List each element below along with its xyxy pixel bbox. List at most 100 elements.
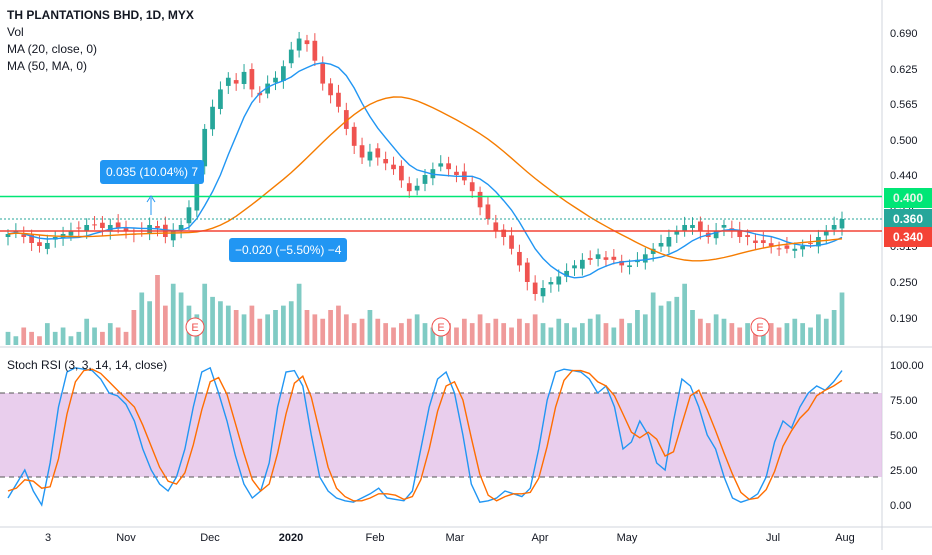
volume-bar bbox=[713, 314, 719, 345]
measure-up-label[interactable]: 0.035 (10.04%) 7 bbox=[100, 160, 205, 184]
volume-bar bbox=[619, 318, 625, 345]
candle-body bbox=[328, 83, 333, 96]
volume-bar bbox=[753, 327, 758, 345]
candle-body bbox=[745, 235, 750, 237]
volume-bar bbox=[627, 323, 632, 345]
volume-bar bbox=[359, 318, 365, 345]
candle-body bbox=[44, 243, 50, 249]
volume-bar bbox=[320, 318, 326, 345]
candle-body bbox=[406, 183, 412, 192]
candle-body bbox=[399, 165, 404, 181]
candle-body bbox=[296, 38, 302, 51]
candle-body bbox=[288, 49, 294, 64]
candle-body bbox=[776, 248, 782, 250]
volume-bar bbox=[115, 327, 121, 345]
candle-body bbox=[808, 242, 813, 244]
candle-body bbox=[273, 77, 278, 83]
volume-bar bbox=[107, 323, 113, 345]
volume-bar bbox=[257, 318, 263, 345]
volume-bar bbox=[328, 310, 333, 345]
candle-body bbox=[642, 254, 648, 263]
candle-body bbox=[587, 258, 593, 260]
volume-bar bbox=[123, 331, 129, 345]
ma50-label: MA (50, MA, 0) bbox=[7, 59, 88, 73]
volume-bar bbox=[147, 301, 152, 345]
candle-body bbox=[265, 83, 271, 94]
volume-bar bbox=[548, 327, 554, 345]
volume-bar bbox=[808, 327, 813, 345]
red-level-tag: 0.340 bbox=[884, 227, 932, 247]
volume-bar bbox=[162, 305, 168, 345]
candle-body bbox=[312, 40, 318, 61]
candle-body bbox=[5, 234, 11, 237]
candle-body bbox=[100, 222, 105, 228]
volume-bar bbox=[406, 318, 412, 345]
volume-bar bbox=[312, 314, 318, 345]
candle-body bbox=[343, 110, 349, 129]
candle-body bbox=[375, 148, 381, 158]
volume-bar bbox=[241, 314, 247, 345]
candle-body bbox=[595, 254, 601, 259]
volume-bar bbox=[202, 283, 208, 345]
candle-body bbox=[532, 282, 538, 294]
volume-bar bbox=[29, 331, 34, 345]
price-tick-label: 0.440 bbox=[890, 170, 918, 182]
volume-bar bbox=[579, 323, 585, 345]
candle-body bbox=[737, 230, 743, 237]
candle-body bbox=[540, 288, 546, 297]
candle-body bbox=[517, 251, 522, 266]
volume-bar bbox=[682, 283, 688, 345]
candle-body bbox=[509, 235, 514, 249]
volume-bar bbox=[375, 318, 381, 345]
volume-bar bbox=[737, 327, 743, 345]
ma20-label: MA (20, close, 0) bbox=[7, 42, 98, 56]
volume-bar bbox=[642, 314, 648, 345]
volume-bar bbox=[721, 318, 727, 345]
volume-bar bbox=[800, 323, 806, 345]
candle-body bbox=[155, 226, 160, 228]
candle-body bbox=[698, 221, 703, 231]
volume-bar bbox=[68, 336, 74, 345]
candle-body bbox=[603, 257, 609, 260]
candle-body bbox=[438, 163, 444, 167]
time-tick-label: Aug bbox=[835, 532, 855, 544]
volume-bar bbox=[336, 305, 341, 345]
candle-body bbox=[446, 163, 451, 170]
volume-bar bbox=[485, 323, 491, 345]
volume-bar bbox=[399, 323, 404, 345]
volume-bar bbox=[131, 310, 137, 345]
price-tick-label: 0.500 bbox=[890, 135, 918, 147]
candle-body bbox=[650, 248, 656, 254]
candle-body bbox=[383, 159, 389, 164]
candle-body bbox=[391, 164, 396, 170]
volume-bar bbox=[792, 318, 798, 345]
price-tick-label: 0.190 bbox=[890, 313, 918, 325]
candle-body bbox=[823, 231, 829, 236]
candle-body bbox=[666, 237, 672, 247]
volume-bar bbox=[430, 327, 436, 345]
volume-bar bbox=[517, 318, 522, 345]
candle-body bbox=[493, 222, 499, 231]
candle-body bbox=[281, 66, 286, 81]
volume-bar bbox=[493, 318, 499, 345]
candle-body bbox=[336, 92, 341, 107]
candle-body bbox=[658, 243, 664, 247]
earnings-marker bbox=[431, 317, 451, 337]
current-price-tag: 0.360 bbox=[884, 209, 932, 229]
volume-bar bbox=[367, 310, 373, 345]
time-tick-label: 3 bbox=[45, 532, 51, 544]
volume-bar bbox=[446, 323, 451, 345]
volume-bar bbox=[501, 323, 507, 345]
volume-bar bbox=[698, 318, 703, 345]
candle-body bbox=[367, 151, 373, 161]
candle-body bbox=[76, 227, 82, 229]
measure-down-label[interactable]: −0.020 (−5.50%) −4 bbox=[229, 238, 348, 262]
candle-body bbox=[501, 229, 507, 237]
stoch-rsi-layer bbox=[7, 366, 843, 507]
rsi-tick-label: 0.00 bbox=[890, 500, 911, 512]
time-tick-label: Dec bbox=[200, 532, 220, 544]
candle-body bbox=[249, 69, 255, 90]
measure-up-arrowhead bbox=[146, 195, 156, 203]
volume-bar bbox=[84, 318, 90, 345]
